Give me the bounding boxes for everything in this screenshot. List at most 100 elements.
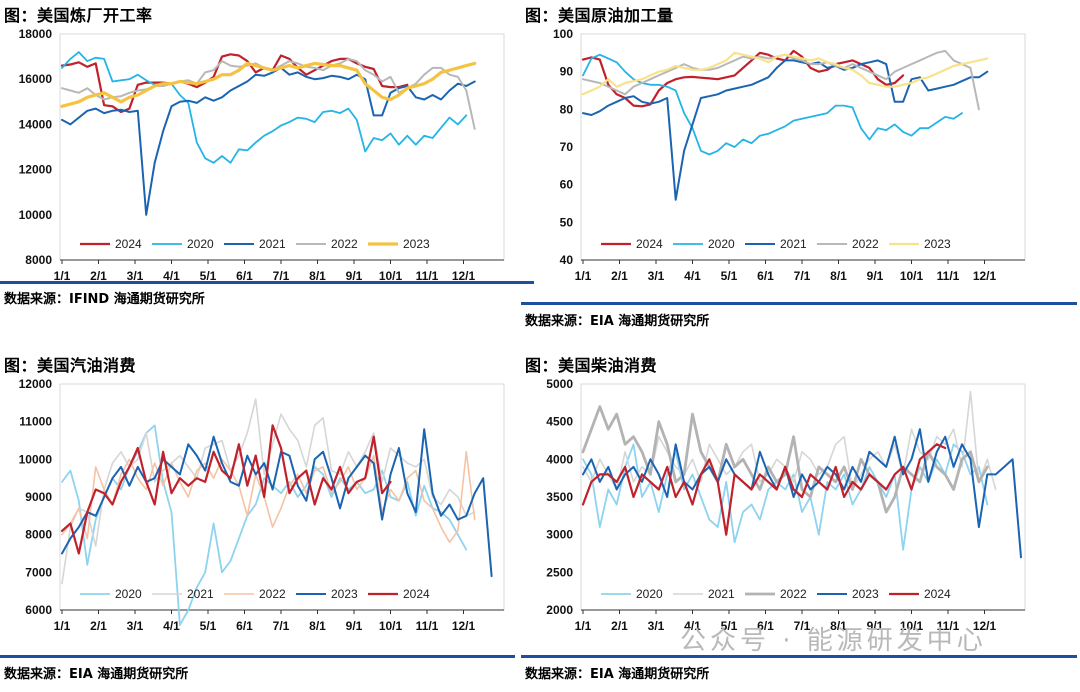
x-tick-label: 8/1: [830, 269, 847, 283]
y-tick-label: 12000: [19, 163, 53, 177]
x-tick-label: 5/1: [721, 269, 738, 283]
legend-label: 2020: [708, 237, 735, 251]
y-tick-label: 7000: [25, 565, 52, 579]
y-tick-label: 2000: [546, 603, 573, 617]
panel-gasoline-demand: 图：美国汽油消费 6000 7000 8000 9000 10000 11000 12000…: [0, 350, 540, 692]
x-tick-label: 7/1: [794, 619, 811, 633]
y-tick-label: 40: [560, 253, 574, 267]
x-tick-label: 9/1: [346, 619, 363, 633]
legend-label: 2023: [924, 237, 951, 251]
divider-line: [521, 302, 1077, 305]
x-tick-label: 5/1: [721, 619, 738, 633]
y-tick-label: 2500: [546, 565, 573, 579]
refinery-utilization-chart: 8000 10000 12000 14000 16000 18000 1/1 2/1 3/1 4/…: [19, 27, 505, 283]
legend-label: 2022: [259, 587, 286, 601]
source-note: 数据来源：EIA 海通期货研究所: [525, 667, 710, 682]
x-tick-label: 1/1: [54, 269, 71, 283]
y-tick-label: 4000: [546, 452, 573, 466]
crude-throughput-chart: 40 50 60 70 80 90 100 1/1 2/1 3/1 4/1 5/1 6/1 7/1 8/1 9…: [553, 27, 1026, 283]
y-tick-label: 6000: [25, 603, 52, 617]
series-line-2023: [582, 428, 1022, 559]
series-line-2020: [582, 53, 963, 156]
x-tick-label: 10/1: [900, 619, 924, 633]
divider-line: [0, 655, 515, 658]
source-note: 数据来源：EIA 海通期货研究所: [525, 314, 710, 329]
legend-label: 2024: [115, 237, 142, 251]
x-tick-label: 6/1: [236, 269, 253, 283]
series-line-2021: [61, 398, 476, 585]
x-tick-label: 7/1: [794, 269, 811, 283]
x-tick-label: 4/1: [684, 619, 701, 633]
y-tick-label: 70: [560, 140, 574, 154]
x-tick-label: 11/1: [937, 269, 960, 283]
series-line-2021: [61, 66, 476, 216]
x-tick-label: 8/1: [830, 619, 847, 633]
y-tick-label: 10000: [19, 452, 53, 466]
x-tick-label: 11/1: [416, 269, 439, 283]
x-tick-label: 5/1: [200, 269, 217, 283]
y-tick-label: 80: [560, 102, 574, 116]
gasoline-demand-chart: 6000 7000 8000 9000 10000 11000 12000 1/1 2/1 3/1…: [19, 377, 505, 633]
chart-title: 图：美国炼厂开工率: [4, 6, 153, 25]
x-tick-label: 12/1: [452, 619, 476, 633]
legend-label: 2020: [115, 587, 142, 601]
y-tick-label: 12000: [19, 377, 53, 391]
series-line-2023: [60, 61, 477, 108]
series-line-2024: [60, 53, 409, 114]
series-line-2021: [582, 59, 989, 201]
x-tick-label: 7/1: [273, 269, 290, 283]
series-line-2023: [581, 51, 989, 96]
y-tick-label: 18000: [19, 27, 53, 41]
x-tick-label: 9/1: [867, 619, 884, 633]
legend-label: 2024: [403, 587, 430, 601]
series-line-2024: [581, 49, 905, 108]
source-note: 数据来源：IFIND 海通期货研究所: [4, 292, 205, 307]
x-tick-label: 10/1: [900, 269, 924, 283]
series-line-2023: [61, 428, 493, 578]
x-tick-label: 4/1: [163, 269, 180, 283]
y-tick-label: 9000: [25, 490, 52, 504]
legend-label: 2022: [780, 587, 807, 601]
panel-diesel-demand: 图：美国柴油消费 2000 2500 3000 3500 4000 4500 5000 1/1…: [521, 350, 1077, 692]
x-tick-label: 3/1: [127, 269, 144, 283]
watermark: 公众号 · 能源研发中心: [680, 626, 987, 656]
source-note: 数据来源：EIA 海通期货研究所: [4, 667, 189, 682]
series-line-2024: [581, 443, 947, 536]
x-tick-label: 8/1: [309, 269, 326, 283]
legend-label: 2024: [924, 587, 951, 601]
x-tick-label: 6/1: [757, 269, 774, 283]
divider-line: [0, 281, 534, 284]
y-tick-label: 14000: [19, 117, 53, 131]
legend-label: 2023: [331, 587, 358, 601]
x-tick-label: 12/1: [973, 269, 997, 283]
x-tick-label: 3/1: [648, 619, 665, 633]
legend-label: 2021: [259, 237, 286, 251]
y-tick-label: 90: [560, 65, 574, 79]
x-tick-label: 1/1: [54, 619, 71, 633]
y-tick-label: 11000: [19, 415, 52, 429]
x-tick-label: 8/1: [309, 619, 326, 633]
x-tick-label: 1/1: [575, 269, 592, 283]
x-tick-label: 2/1: [611, 269, 628, 283]
y-tick-label: 4500: [546, 415, 573, 429]
plot-frame: [580, 33, 1026, 261]
x-tick-label: 11/1: [937, 619, 960, 633]
x-tick-label: 6/1: [236, 619, 253, 633]
y-tick-label: 3500: [546, 490, 573, 504]
series-line-2024: [60, 424, 392, 555]
x-tick-label: 7/1: [273, 619, 290, 633]
x-tick-label: 3/1: [127, 619, 144, 633]
plot-frame: [59, 383, 505, 611]
chart-title: 图：美国原油加工量: [525, 6, 674, 25]
legend-label: 2021: [187, 587, 214, 601]
legend-label: 2021: [708, 587, 735, 601]
diesel-demand-chart: 2000 2500 3000 3500 4000 4500 5000 1/1 2/1 3/1 4/1…: [546, 377, 1026, 633]
legend-label: 2022: [852, 237, 879, 251]
x-tick-label: 4/1: [684, 269, 701, 283]
x-tick-label: 2/1: [90, 269, 107, 283]
legend-label: 2023: [403, 237, 430, 251]
series-line-2022: [581, 405, 989, 514]
legend-label: 2022: [331, 237, 358, 251]
chart-title: 图：美国汽油消费: [4, 356, 137, 375]
series-line-2020: [61, 51, 468, 164]
